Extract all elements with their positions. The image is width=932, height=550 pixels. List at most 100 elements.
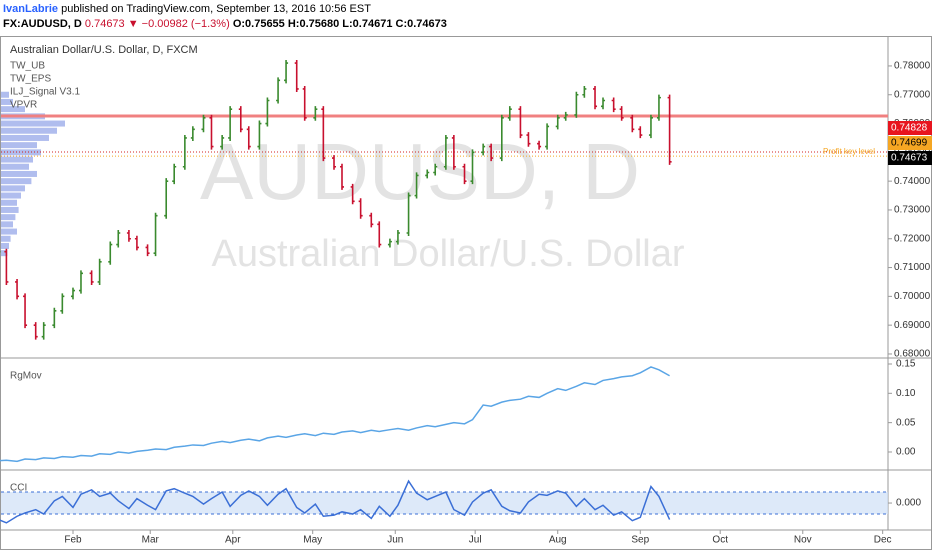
price-bar bbox=[116, 229, 121, 248]
x-tick-label: Sep bbox=[631, 535, 649, 546]
x-tick-label: Feb bbox=[64, 535, 82, 546]
price-bar bbox=[387, 238, 392, 248]
watermark: Australian Dollar/U.S. Dollar bbox=[211, 233, 684, 275]
price-bar bbox=[526, 132, 531, 147]
price-label-box bbox=[888, 121, 932, 135]
price-label: 0.74673 bbox=[891, 153, 928, 164]
x-tick-label: Jul bbox=[469, 535, 482, 546]
price-bar bbox=[648, 114, 653, 139]
price-bar bbox=[414, 172, 419, 199]
y-tick-label: 0.73000 bbox=[894, 205, 931, 216]
price-bar bbox=[190, 126, 195, 141]
study-label: TW_UB bbox=[10, 61, 45, 72]
price-bar bbox=[545, 123, 550, 150]
price-label: 0.74828 bbox=[891, 123, 928, 134]
study-label: ILJ_Signal V3.1 bbox=[10, 87, 80, 98]
price-bar bbox=[228, 106, 233, 141]
y-tick-label: 0.71000 bbox=[894, 262, 931, 273]
price-bar bbox=[201, 114, 206, 133]
y-tick-label: 0.70000 bbox=[894, 291, 931, 302]
author[interactable]: IvanLabrie bbox=[3, 3, 59, 15]
price-bar bbox=[574, 91, 579, 118]
price-bar bbox=[425, 169, 430, 179]
study-label: TW_EPS bbox=[10, 74, 51, 85]
volume-profile-bar bbox=[1, 91, 9, 98]
price-bar bbox=[358, 198, 363, 219]
price-bar bbox=[433, 163, 438, 176]
study-label: VPVR bbox=[10, 100, 37, 111]
price-bar bbox=[276, 77, 281, 104]
pane-title: RgMov bbox=[10, 371, 42, 382]
volume-profile-bar bbox=[1, 149, 41, 156]
price-bar bbox=[15, 278, 20, 300]
y-tick-label: 0.77000 bbox=[894, 89, 931, 100]
price-bar bbox=[4, 248, 9, 285]
y-tick-label: 0.69000 bbox=[894, 320, 931, 331]
price-bar bbox=[638, 126, 643, 139]
y-tick-label: 0.15 bbox=[896, 359, 916, 370]
price-bar bbox=[619, 106, 624, 121]
price-bar bbox=[172, 163, 177, 185]
price-label: 0.74699 bbox=[891, 138, 928, 149]
volume-profile-bar bbox=[1, 127, 57, 134]
volume-profile-bar bbox=[1, 242, 9, 249]
price-bar bbox=[89, 270, 94, 285]
volume-profile-bar bbox=[1, 185, 25, 192]
price-bar bbox=[369, 212, 374, 228]
price-bar bbox=[246, 126, 251, 150]
price-bar bbox=[33, 322, 38, 340]
price-bar bbox=[406, 192, 411, 236]
y-tick-label: 0.74000 bbox=[894, 176, 931, 187]
price-bar bbox=[489, 143, 494, 162]
price-bar bbox=[656, 94, 661, 121]
price-bar bbox=[462, 163, 467, 185]
volume-profile-bar bbox=[1, 106, 25, 113]
price-bar bbox=[60, 293, 65, 314]
volume-profile-bar bbox=[1, 235, 11, 242]
quote-line: FX:AUDUSD, D 0.74673 ▼ −0.00982 (−1.3%) … bbox=[3, 17, 932, 32]
price-bar bbox=[377, 221, 382, 248]
volume-profile-bar bbox=[1, 214, 16, 221]
volume-profile-bar bbox=[1, 178, 32, 185]
x-tick-label: Oct bbox=[712, 535, 728, 546]
y-tick-label: 0.68000 bbox=[894, 349, 931, 360]
chart: AUDUSD, D Australian Dollar/U.S. Dollar 0.… bbox=[0, 36, 932, 550]
price-bar bbox=[339, 163, 344, 190]
price-bar bbox=[126, 229, 131, 242]
volume-profile-bar bbox=[1, 98, 13, 105]
pane-title: CCI bbox=[10, 483, 27, 494]
volume-profile-bar bbox=[1, 163, 29, 170]
high: H:0.75680 bbox=[287, 18, 340, 30]
price-bar bbox=[23, 293, 28, 329]
annotation: Profit key level bbox=[823, 147, 875, 156]
price-bar bbox=[97, 258, 102, 285]
pane-title: Australian Dollar/U.S. Dollar, D, FXCM bbox=[10, 44, 198, 56]
price-bar bbox=[332, 155, 337, 170]
price-bar bbox=[220, 134, 225, 150]
indicator-line bbox=[0, 366, 670, 463]
price-bar bbox=[537, 140, 542, 150]
x-tick-label: Aug bbox=[549, 535, 567, 546]
price-bar bbox=[302, 85, 307, 121]
price-bar bbox=[507, 106, 512, 121]
price-bar bbox=[350, 183, 355, 205]
price-bar bbox=[78, 270, 83, 294]
price-bar bbox=[395, 229, 400, 245]
header-line: IvanLabrie published on TradingView.com,… bbox=[3, 2, 932, 17]
y-tick-label: 0.000 bbox=[896, 498, 921, 509]
y-tick-label: 0.10 bbox=[896, 388, 916, 399]
volume-profile-bar bbox=[1, 199, 17, 206]
price-bar bbox=[499, 114, 504, 162]
price-bar bbox=[313, 106, 318, 121]
price-bar bbox=[601, 97, 606, 110]
change: ▼ −0.00982 (−1.3%) bbox=[127, 18, 230, 30]
price-bar bbox=[145, 244, 150, 257]
price-bar bbox=[41, 322, 46, 340]
low: L:0.74671 bbox=[342, 18, 393, 30]
band bbox=[1, 492, 888, 515]
price-bar bbox=[70, 287, 75, 300]
symbol: FX:AUDUSD, D bbox=[3, 18, 82, 30]
published: published on TradingView.com, September … bbox=[58, 3, 371, 15]
header: IvanLabrie published on TradingView.com,… bbox=[0, 0, 932, 36]
